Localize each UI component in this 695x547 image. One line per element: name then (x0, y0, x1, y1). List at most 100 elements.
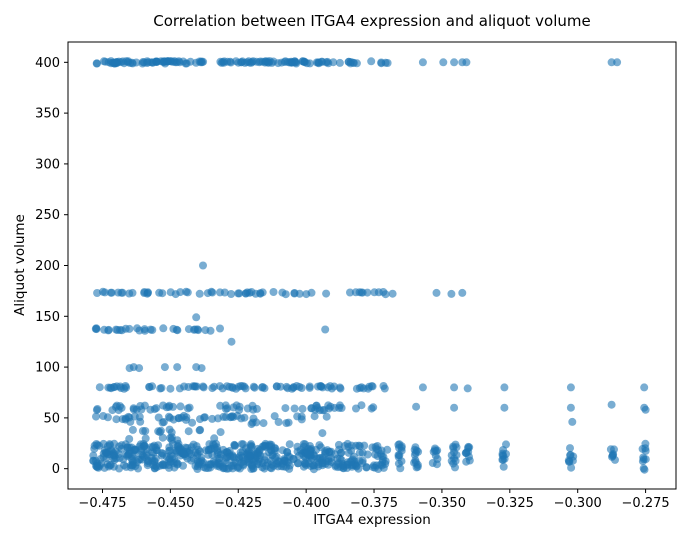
data-point (248, 418, 257, 427)
data-point (412, 402, 421, 411)
data-point (351, 288, 360, 297)
data-point (112, 325, 120, 334)
data-point (227, 290, 236, 298)
data-point (268, 450, 277, 459)
data-point (274, 462, 283, 471)
data-point (189, 454, 198, 463)
data-point (327, 384, 336, 393)
data-point (222, 453, 231, 462)
data-point (100, 288, 109, 297)
data-point (223, 404, 232, 413)
data-point (254, 444, 262, 453)
data-point (307, 404, 316, 413)
data-point (223, 382, 231, 391)
data-point (397, 442, 406, 451)
data-point (295, 289, 304, 298)
data-point (219, 58, 228, 67)
data-point (567, 463, 576, 472)
data-point (208, 414, 217, 423)
data-point (371, 443, 380, 451)
data-point (166, 434, 175, 442)
data-point (99, 439, 108, 448)
data-point (178, 449, 187, 458)
data-point (173, 363, 182, 372)
data-point (212, 439, 220, 448)
data-point (158, 418, 167, 427)
data-point (227, 461, 236, 470)
data-point (216, 324, 224, 333)
data-point (290, 404, 299, 413)
data-point (256, 289, 265, 298)
data-point (141, 427, 150, 435)
y-tick-label: 250 (35, 208, 60, 223)
data-point (307, 288, 316, 297)
data-point (168, 452, 177, 461)
data-point (192, 382, 201, 391)
data-point (93, 462, 102, 471)
data-point (117, 326, 126, 335)
data-point (451, 440, 460, 449)
data-point (92, 325, 101, 334)
data-point (499, 462, 508, 471)
data-point (255, 58, 264, 67)
data-point (176, 288, 185, 297)
data-point (346, 288, 354, 297)
data-point (136, 417, 145, 426)
data-point (155, 288, 164, 297)
data-point (458, 288, 467, 297)
data-point (321, 325, 330, 334)
data-point (133, 324, 142, 333)
data-point (289, 454, 298, 463)
data-point (196, 425, 205, 434)
data-point (190, 325, 198, 334)
data-point (450, 383, 459, 392)
plot-spines (67, 41, 677, 490)
data-point (315, 441, 324, 450)
data-point (158, 433, 167, 442)
data-point (226, 57, 235, 66)
data-point (245, 451, 254, 460)
data-point (192, 313, 201, 322)
data-point (330, 403, 339, 412)
data-point (372, 461, 381, 470)
data-point (355, 448, 364, 457)
x-tick-label: −0.400 (282, 496, 330, 511)
data-point (241, 289, 250, 298)
data-point (566, 444, 574, 453)
data-point (140, 326, 149, 335)
data-point (318, 57, 327, 66)
data-point (498, 449, 507, 458)
data-point (131, 445, 140, 454)
data-point (195, 289, 204, 298)
data-point (166, 413, 174, 422)
data-point (462, 449, 471, 457)
data-point (128, 461, 137, 470)
y-tick-label: 50 (43, 411, 60, 426)
data-point (199, 383, 208, 392)
data-point (103, 450, 112, 459)
data-point (282, 382, 291, 391)
data-point (165, 443, 174, 452)
data-point (165, 425, 174, 434)
data-point (297, 415, 306, 424)
data-point (160, 363, 169, 372)
data-point (322, 289, 331, 298)
data-point (227, 337, 236, 346)
data-point (607, 400, 616, 409)
x-tick-label: −0.350 (418, 496, 466, 511)
data-point (318, 429, 327, 438)
data-point (293, 447, 302, 456)
x-tick-label: −0.475 (78, 496, 126, 511)
data-point (318, 406, 327, 415)
data-point (316, 382, 325, 390)
data-point (188, 418, 197, 427)
data-point (378, 456, 387, 464)
data-point (301, 440, 310, 449)
data-point (250, 383, 259, 392)
data-point (397, 457, 406, 466)
data-point (197, 364, 206, 373)
data-point (608, 452, 616, 461)
data-point (208, 451, 217, 459)
data-point (568, 417, 577, 426)
data-point (343, 439, 352, 448)
